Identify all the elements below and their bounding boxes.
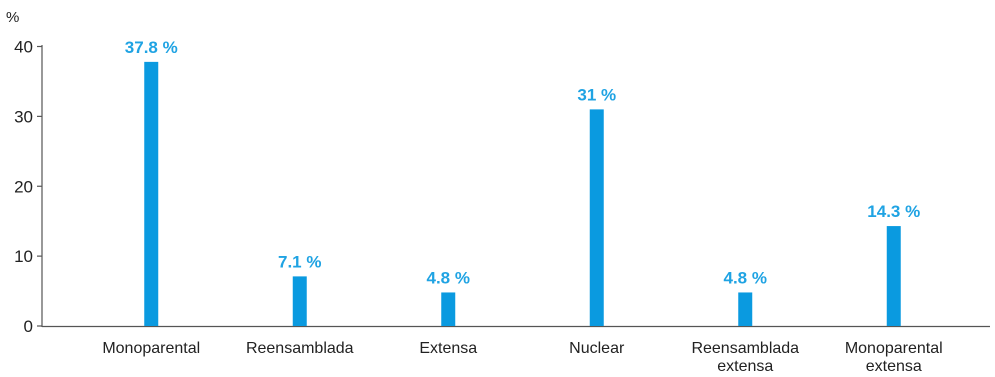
bar-series [144,61,901,327]
category-label: extensa [866,358,922,375]
category-label: Monoparental [102,340,200,357]
category-label: Nuclear [569,340,625,357]
category-label: Reensamblada [691,340,799,357]
category-label: extensa [717,358,773,375]
data-label: 4.8 % [724,268,767,287]
y-tick-label: 20 [14,177,33,196]
y-tick-label: 40 [14,38,33,57]
y-axis-ticks: 0 10 20 30 40 [14,38,42,336]
category-label: Reensamblada [246,340,354,357]
y-axis-unit-label: % [6,9,19,26]
data-label: 14.3 % [867,202,920,221]
data-label: 7.1 % [278,252,321,271]
category-label: Extensa [419,340,477,357]
bar [589,109,604,326]
y-tick-label: 30 [14,107,33,126]
bar [886,226,901,326]
data-label: 4.8 % [427,268,470,287]
y-tick-label: 0 [24,317,33,336]
bar [441,292,456,326]
data-labels: 37.8 % 7.1 % 4.8 % 31 % 4.8 % 14.3 % [125,38,920,288]
data-label: 31 % [577,85,616,104]
y-tick-label: 10 [14,247,33,266]
category-labels: Monoparental Reensamblada Extensa Nuclear Re… [102,340,942,375]
bar [292,276,307,326]
bar [144,61,159,327]
data-label: 37.8 % [125,38,178,57]
category-label: Monoparental [845,340,943,357]
bar [738,292,753,326]
